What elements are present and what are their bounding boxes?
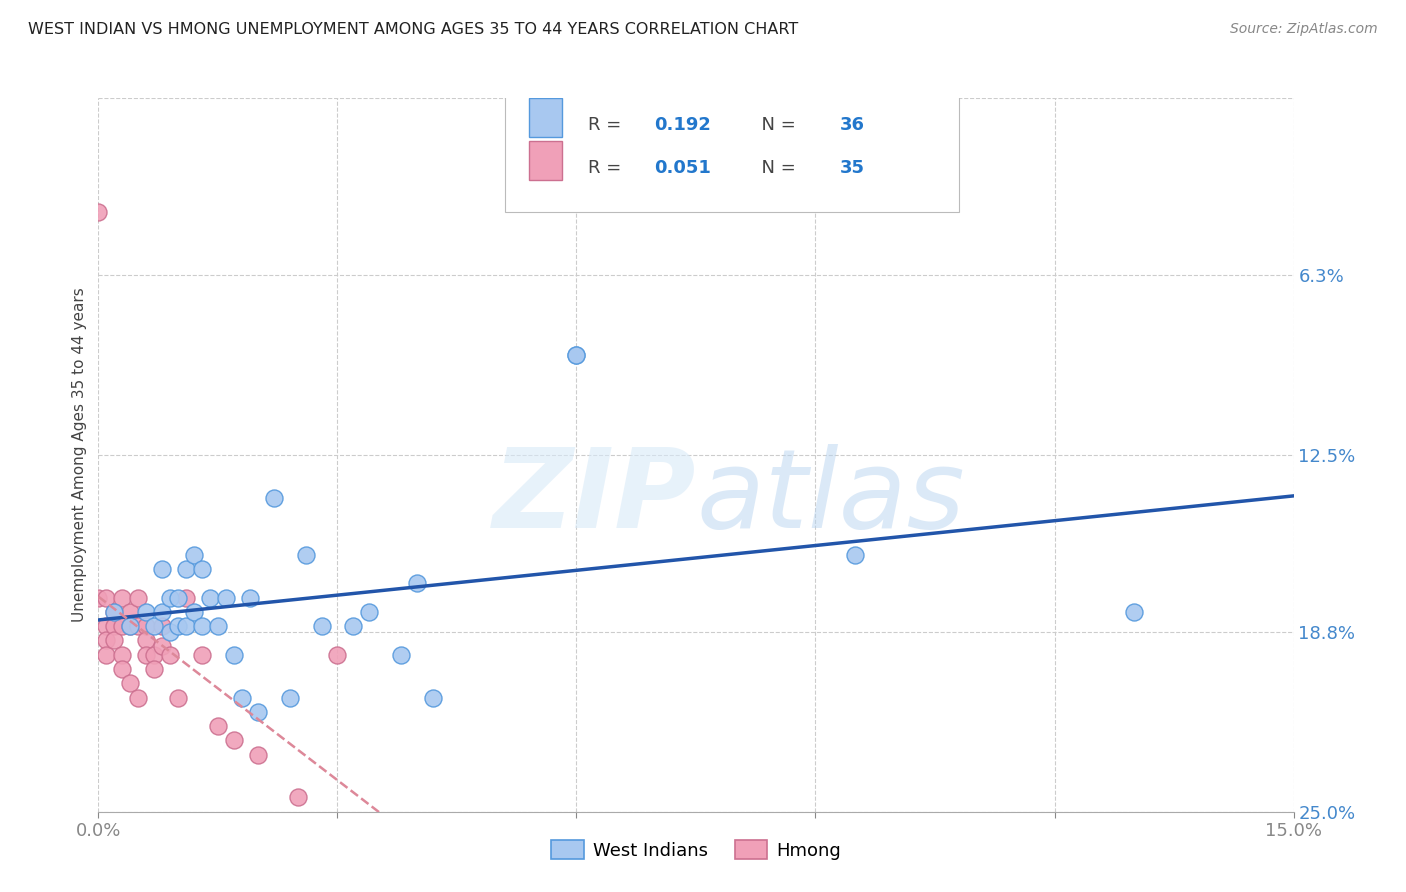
Text: R =: R = — [588, 116, 627, 134]
Y-axis label: Unemployment Among Ages 35 to 44 years: Unemployment Among Ages 35 to 44 years — [72, 287, 87, 623]
Text: Source: ZipAtlas.com: Source: ZipAtlas.com — [1230, 22, 1378, 37]
Point — [150, 605, 173, 619]
Point — [120, 619, 142, 633]
Text: ZIP: ZIP — [492, 444, 696, 551]
Point — [565, 348, 588, 362]
Point — [174, 562, 197, 576]
Point — [120, 676, 142, 690]
FancyBboxPatch shape — [529, 98, 562, 137]
Point — [96, 619, 118, 633]
Point — [127, 619, 149, 633]
Point — [120, 605, 142, 619]
Text: atlas: atlas — [696, 444, 965, 551]
Point — [389, 648, 412, 662]
Point — [1123, 605, 1146, 619]
Text: WEST INDIAN VS HMONG UNEMPLOYMENT AMONG AGES 35 TO 44 YEARS CORRELATION CHART: WEST INDIAN VS HMONG UNEMPLOYMENT AMONG … — [28, 22, 799, 37]
FancyBboxPatch shape — [505, 91, 959, 212]
Point — [143, 619, 166, 633]
Point — [183, 605, 205, 619]
Point — [174, 591, 197, 605]
Point — [231, 690, 253, 705]
Point — [183, 548, 205, 562]
Text: N =: N = — [749, 116, 801, 134]
Text: 35: 35 — [839, 159, 865, 177]
Point — [143, 648, 166, 662]
Point — [87, 591, 110, 605]
Point — [143, 662, 166, 676]
Point — [127, 591, 149, 605]
Point — [311, 619, 333, 633]
Point — [278, 690, 301, 705]
Point — [111, 591, 134, 605]
Point — [191, 562, 214, 576]
Point — [406, 576, 429, 591]
Text: 36: 36 — [839, 116, 865, 134]
Legend: West Indians, Hmong: West Indians, Hmong — [544, 833, 848, 867]
Point — [167, 591, 190, 605]
Point — [326, 648, 349, 662]
Point — [96, 648, 118, 662]
Point — [111, 619, 134, 633]
Point — [342, 619, 364, 633]
Point — [96, 591, 118, 605]
Point — [150, 619, 173, 633]
Point — [159, 624, 181, 639]
Point — [359, 605, 381, 619]
Text: 0.192: 0.192 — [654, 116, 711, 134]
Point — [287, 790, 309, 805]
Point — [135, 619, 157, 633]
Point — [239, 591, 262, 605]
Point — [222, 648, 245, 662]
Point — [135, 605, 157, 619]
Point — [111, 648, 134, 662]
Point — [198, 591, 221, 605]
Point — [150, 639, 173, 653]
Point — [565, 348, 588, 362]
Point — [167, 619, 190, 633]
Point — [159, 648, 181, 662]
Point — [207, 619, 229, 633]
Point — [215, 591, 238, 605]
Point — [111, 662, 134, 676]
Point — [246, 747, 269, 762]
Point — [222, 733, 245, 747]
Point — [96, 633, 118, 648]
FancyBboxPatch shape — [529, 141, 562, 180]
Point — [263, 491, 285, 505]
Point — [120, 619, 142, 633]
Point — [422, 690, 444, 705]
Point — [103, 605, 125, 619]
Point — [159, 591, 181, 605]
Point — [127, 690, 149, 705]
Point — [135, 633, 157, 648]
Point — [191, 619, 214, 633]
Point — [135, 648, 157, 662]
Point — [207, 719, 229, 733]
Point — [191, 648, 214, 662]
Text: N =: N = — [749, 159, 801, 177]
Point — [174, 619, 197, 633]
Point — [103, 633, 125, 648]
Text: R =: R = — [588, 159, 627, 177]
Point — [294, 548, 316, 562]
Text: 0.051: 0.051 — [654, 159, 711, 177]
Point — [150, 562, 173, 576]
Point — [87, 205, 110, 219]
Point — [167, 690, 190, 705]
Point — [103, 619, 125, 633]
Point — [103, 605, 125, 619]
Point — [246, 705, 269, 719]
Point — [844, 548, 866, 562]
